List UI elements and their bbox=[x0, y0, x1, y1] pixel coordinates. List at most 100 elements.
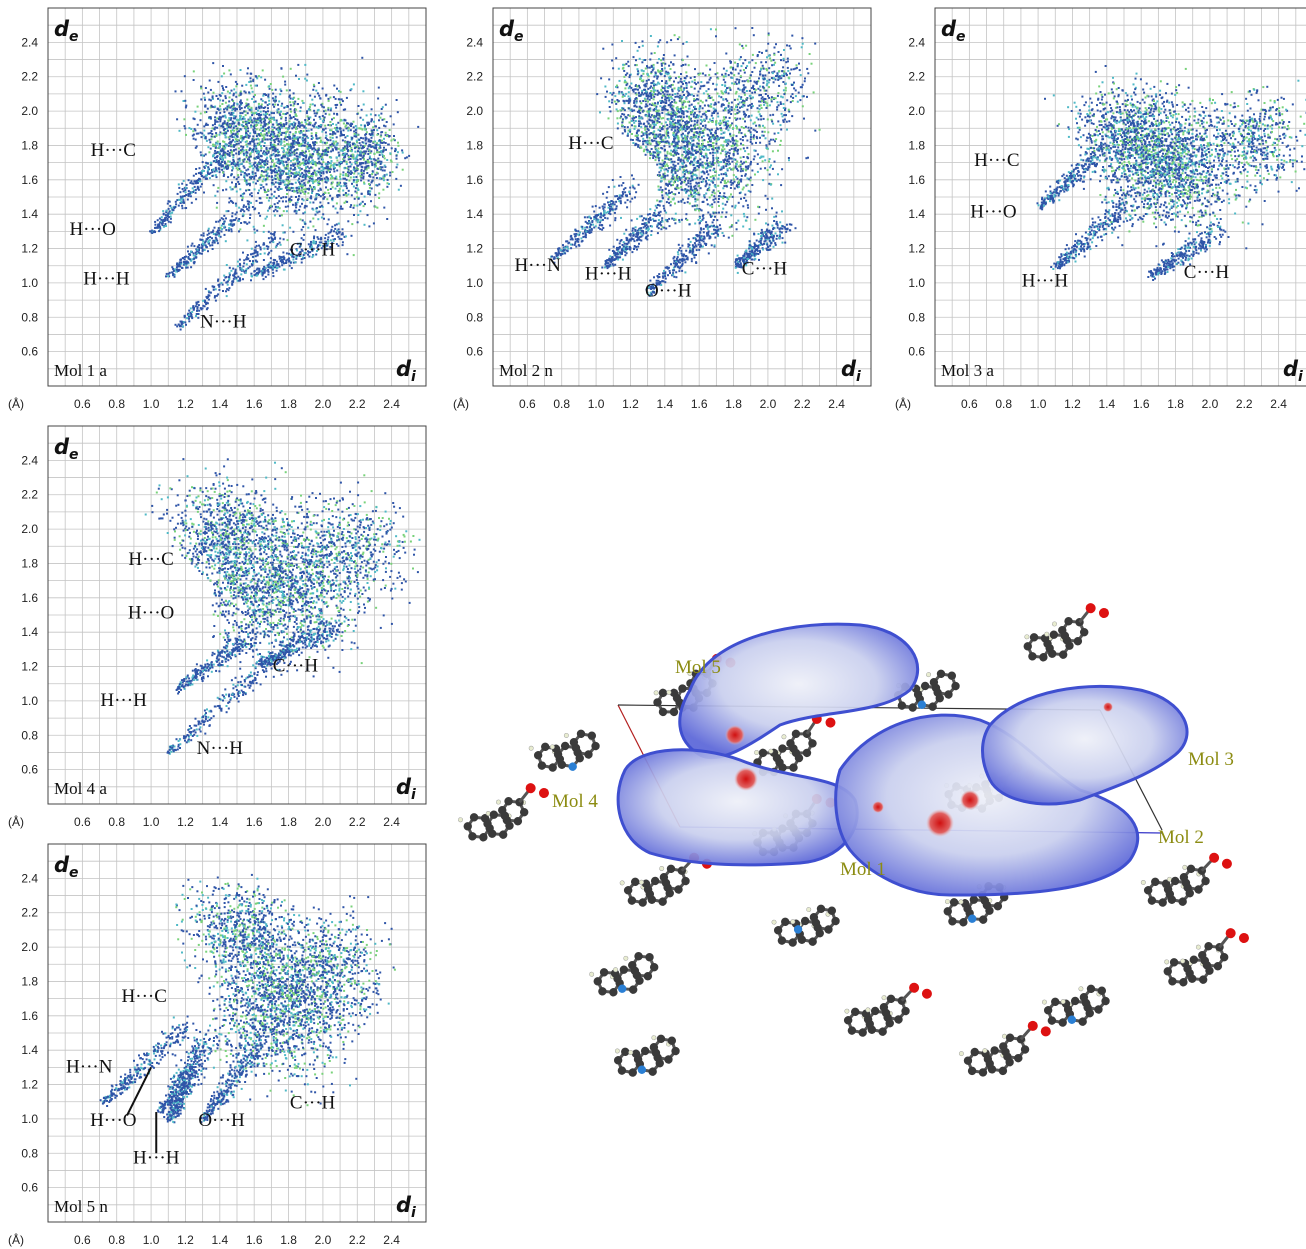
contact-label: H···N bbox=[66, 1057, 113, 1078]
molecule-label: Mol 5 bbox=[675, 657, 721, 678]
x-axis-label: di bbox=[396, 357, 416, 385]
x-tick-label: 1.0 bbox=[143, 1233, 160, 1247]
y-tick-label: 1.0 bbox=[21, 694, 38, 708]
y-tick-labels: 0.6 0.8 1.0 1.2 1.4 1.6 1.8 2.0 2.2 2.4 bbox=[21, 35, 38, 358]
y-axis-label: de bbox=[499, 17, 524, 45]
x-tick-label: 2.2 bbox=[1236, 397, 1253, 411]
molecule bbox=[1140, 852, 1232, 907]
contact-label: N···H bbox=[200, 312, 247, 333]
x-tick-label: 1.0 bbox=[588, 397, 605, 411]
contact-label: C···H bbox=[1184, 262, 1230, 283]
y-tick-label: 1.0 bbox=[21, 276, 38, 290]
y-tick-label: 0.8 bbox=[21, 310, 38, 324]
unit-label: (Å) bbox=[453, 396, 469, 411]
hirshfeld-surfaces bbox=[616, 622, 1189, 897]
x-tick-label: 0.6 bbox=[519, 397, 536, 411]
contact-label: H···O bbox=[128, 602, 174, 623]
contact-label: H···O bbox=[69, 219, 115, 240]
y-tick-label: 0.8 bbox=[21, 1146, 38, 1160]
molecule bbox=[943, 882, 1009, 927]
x-tick-label: 1.6 bbox=[691, 397, 708, 411]
hirshfeld-surface bbox=[981, 684, 1189, 806]
y-axis-label: de bbox=[54, 435, 79, 463]
y-tick-label: 2.0 bbox=[21, 940, 38, 954]
contact-hotspot bbox=[734, 767, 758, 791]
x-tick-label: 2.0 bbox=[1202, 397, 1219, 411]
fingerprint-plot-mol1: 0.6 0.8 1.0 1.2 1.4 1.6 1.8 2.0 2.2 2.4 0.6 0.8 1.0 1… bbox=[0, 0, 440, 412]
y-tick-label: 1.6 bbox=[21, 173, 38, 187]
x-tick-label: 1.2 bbox=[1064, 397, 1081, 411]
molecule bbox=[589, 952, 659, 997]
molecule bbox=[771, 904, 840, 947]
x-tick-label: 1.4 bbox=[211, 815, 228, 829]
panel-title: Mol 1 a bbox=[54, 361, 107, 380]
x-tick-label: 1.4 bbox=[211, 1233, 228, 1247]
x-tick-label: 0.6 bbox=[74, 397, 91, 411]
y-axis-label: de bbox=[54, 853, 79, 881]
x-axis-label: di bbox=[841, 357, 861, 385]
molecule-label: Mol 1 bbox=[840, 859, 886, 880]
x-tick-label: 1.6 bbox=[246, 1233, 263, 1247]
contact-label: C···H bbox=[742, 258, 788, 279]
y-tick-label: 1.2 bbox=[21, 1078, 38, 1092]
contact-label: O···H bbox=[645, 281, 692, 302]
x-tick-label: 2.2 bbox=[349, 1233, 366, 1247]
molecule-label: Mol 2 bbox=[1158, 827, 1204, 848]
molecule bbox=[958, 1020, 1051, 1077]
x-tick-label: 2.0 bbox=[760, 397, 777, 411]
y-tick-label: 2.0 bbox=[21, 104, 38, 118]
y-tick-labels: 0.6 0.8 1.0 1.2 1.4 1.6 1.8 2.0 2.2 2.4 bbox=[908, 35, 925, 358]
x-tick-labels: 0.6 0.8 1.0 1.2 1.4 1.6 1.8 2.0 2.2 2.4 bbox=[961, 397, 1287, 411]
contact-label: H···C bbox=[91, 140, 136, 161]
contact-hotspot bbox=[725, 725, 745, 745]
y-tick-label: 1.4 bbox=[21, 1043, 38, 1057]
y-tick-label: 2.2 bbox=[21, 488, 38, 502]
y-tick-label: 0.6 bbox=[21, 763, 38, 777]
y-tick-label: 2.0 bbox=[21, 522, 38, 536]
y-tick-label: 2.0 bbox=[908, 104, 925, 118]
contact-label: H···H bbox=[83, 269, 130, 290]
x-tick-label: 0.8 bbox=[108, 815, 125, 829]
y-tick-labels: 0.6 0.8 1.0 1.2 1.4 1.6 1.8 2.0 2.2 2.4 bbox=[21, 871, 38, 1194]
contact-label: C···H bbox=[273, 656, 319, 677]
grid bbox=[47, 7, 427, 387]
x-tick-label: 2.4 bbox=[828, 397, 845, 411]
contact-label: H···O bbox=[90, 1110, 136, 1131]
fingerprint-plot-mol5: 0.6 0.8 1.0 1.2 1.4 1.6 1.8 2.0 2.2 2.4 0.6 0.8 1.0 1… bbox=[0, 836, 440, 1248]
x-tick-label: 2.4 bbox=[383, 397, 400, 411]
y-tick-label: 1.8 bbox=[21, 974, 38, 988]
contact-label: H···C bbox=[974, 150, 1019, 171]
fingerprint-svg: 0.6 0.8 1.0 1.2 1.4 1.6 1.8 2.0 2.2 2.4 0.6 0.8 1.0 1… bbox=[8, 425, 427, 829]
fingerprint-plot-mol4: 0.6 0.8 1.0 1.2 1.4 1.6 1.8 2.0 2.2 2.4 0.6 0.8 1.0 1… bbox=[0, 418, 440, 830]
y-tick-label: 0.6 bbox=[908, 345, 925, 359]
x-tick-labels: 0.6 0.8 1.0 1.2 1.4 1.6 1.8 2.0 2.2 2.4 bbox=[74, 1233, 400, 1247]
unit-label: (Å) bbox=[8, 1232, 24, 1247]
contact-label: H···N bbox=[514, 255, 561, 276]
contact-label: H···H bbox=[585, 263, 632, 284]
x-tick-label: 0.8 bbox=[995, 397, 1012, 411]
y-tick-label: 2.4 bbox=[21, 35, 38, 49]
contact-label: H···H bbox=[100, 690, 147, 711]
molecule bbox=[613, 1034, 680, 1077]
y-tick-label: 1.6 bbox=[21, 1009, 38, 1023]
y-tick-label: 0.6 bbox=[466, 345, 483, 359]
x-tick-label: 1.4 bbox=[1098, 397, 1115, 411]
y-tick-label: 1.2 bbox=[21, 660, 38, 674]
x-tick-label: 2.4 bbox=[383, 1233, 400, 1247]
y-tick-label: 1.2 bbox=[908, 242, 925, 256]
y-tick-label: 1.2 bbox=[21, 242, 38, 256]
fingerprint-svg: 0.6 0.8 1.0 1.2 1.4 1.6 1.8 2.0 2.2 2.4 0.6 0.8 1.0 1… bbox=[8, 843, 427, 1247]
grid bbox=[492, 7, 872, 387]
unit-label: (Å) bbox=[8, 814, 24, 829]
panel-title: Mol 2 n bbox=[499, 361, 553, 380]
x-tick-label: 0.6 bbox=[74, 1233, 91, 1247]
y-tick-label: 2.4 bbox=[21, 453, 38, 467]
data-points bbox=[99, 873, 396, 1124]
contact-label: H···C bbox=[568, 133, 613, 154]
x-tick-labels: 0.6 0.8 1.0 1.2 1.4 1.6 1.8 2.0 2.2 2.4 bbox=[74, 397, 400, 411]
y-tick-label: 0.8 bbox=[466, 310, 483, 324]
x-tick-label: 1.2 bbox=[177, 815, 194, 829]
y-tick-label: 1.6 bbox=[466, 173, 483, 187]
contact-label: O···H bbox=[198, 1110, 245, 1131]
grid bbox=[47, 425, 427, 805]
